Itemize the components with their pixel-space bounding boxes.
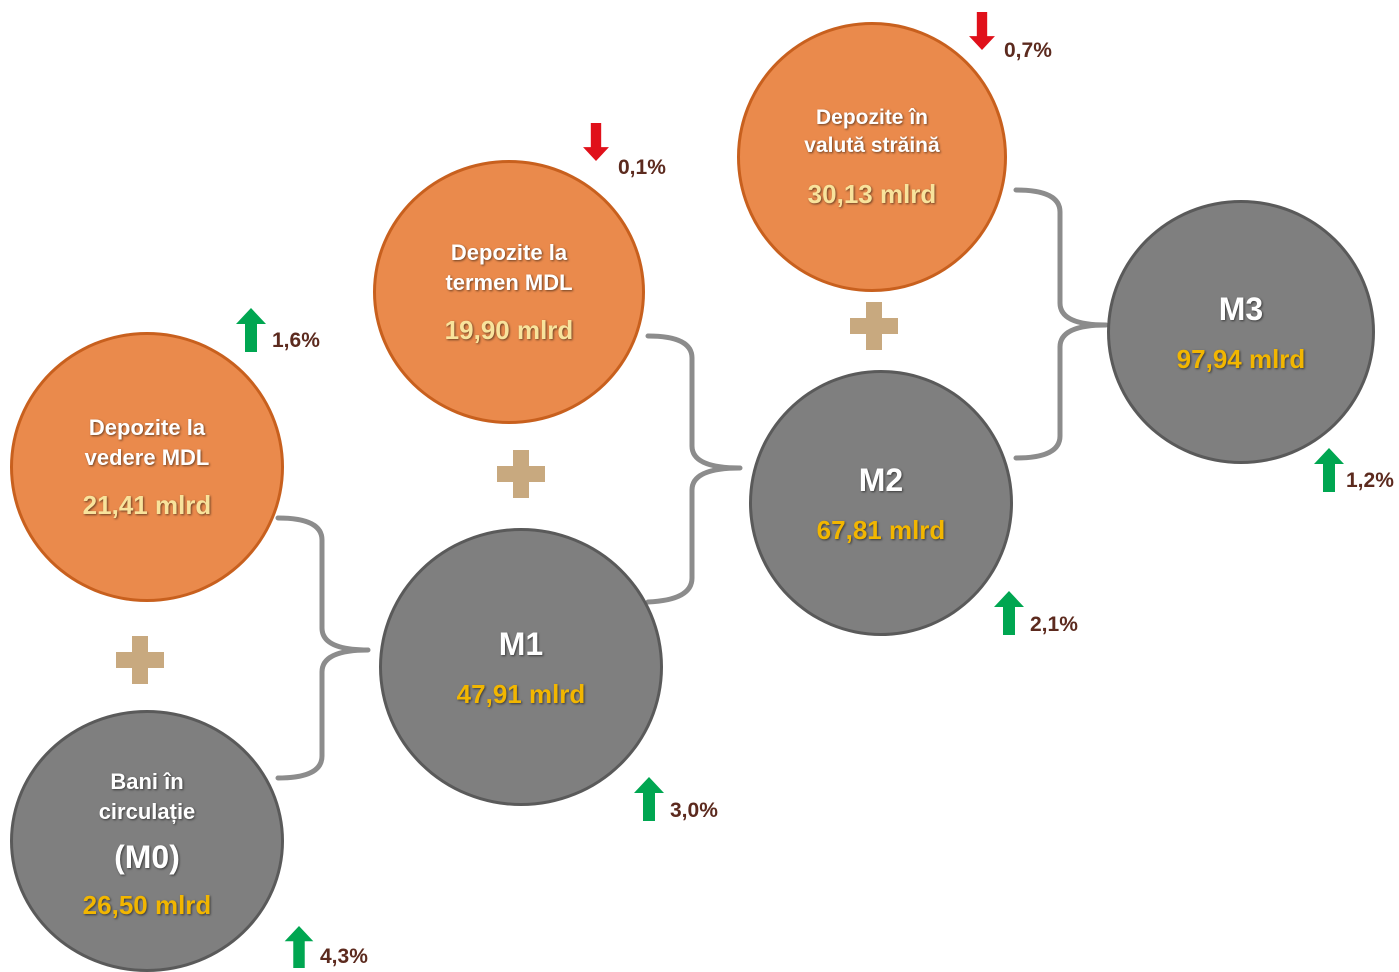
change-indicator-m1: 3,0% [634, 776, 718, 822]
change-indicator-m2: 2,1% [994, 590, 1078, 636]
node-m2-value: 67,81 mlrd [816, 515, 946, 545]
node-depozite-termen-value: 19,90 mlrd [444, 315, 574, 345]
change-percent-m3: 1,2% [1346, 469, 1394, 492]
arrow-up-icon [634, 777, 664, 821]
node-m0-line2: circulație [98, 799, 196, 824]
change-indicator-valuta: 0,7% [968, 12, 1052, 62]
node-m0-line1: Bani în [110, 769, 184, 794]
change-percent-vedere: 1,6% [272, 329, 320, 352]
node-depozite-vedere-value: 21,41 mlrd [82, 490, 212, 520]
change-percent-m2: 2,1% [1030, 613, 1078, 636]
change-percent-valuta: 0,7% [1004, 39, 1052, 62]
change-percent-m1: 3,0% [670, 799, 718, 822]
node-depozite-termen-line1: Depozite la [450, 240, 568, 265]
node-depozite-valuta-value: 30,13 mlrd [807, 179, 937, 209]
plus-icon-m2 [850, 302, 898, 350]
node-m0-value: 26,50 mlrd [82, 890, 212, 920]
arrow-up-icon [994, 591, 1024, 635]
node-m2-title: M2 [858, 462, 904, 498]
node-m0-line3: (M0) [114, 839, 180, 875]
node-m3-value: 97,94 mlrd [1176, 344, 1306, 374]
arrow-up-icon [1314, 448, 1344, 492]
bracket-m1-to-m2 [645, 333, 743, 605]
node-m0: Bani în circulație (M0) 26,50 mlrd [10, 710, 284, 972]
node-m3-title: M3 [1218, 291, 1264, 327]
plus-icon-m0 [116, 636, 164, 684]
change-indicator-m0: 4,3% [284, 926, 368, 968]
node-depozite-valuta-line1: Depozite în [815, 106, 928, 129]
change-indicator-termen: 0,1% [582, 123, 666, 179]
node-depozite-termen-line2: termen MDL [445, 270, 573, 295]
bracket-m0-to-m1 [275, 515, 371, 781]
node-depozite-termen: Depozite la termen MDL 19,90 mlrd [373, 160, 645, 424]
bracket-m2-to-m3 [1013, 187, 1109, 461]
node-depozite-vedere-line1: Depozite la [88, 415, 206, 440]
node-depozite-vedere: Depozite la vedere MDL 21,41 mlrd [10, 332, 284, 602]
node-depozite-valuta-line2: valută străină [804, 134, 940, 157]
arrow-up-icon [236, 308, 266, 352]
arrow-down-icon [969, 12, 995, 50]
node-m3: M3 97,94 mlrd [1107, 200, 1375, 464]
plus-icon-m1 [497, 450, 545, 498]
node-depozite-valuta: Depozite în valută străină 30,13 mlrd [737, 22, 1007, 292]
node-m1: M1 47,91 mlrd [379, 528, 663, 806]
change-indicator-m3: 1,2% [1314, 448, 1394, 492]
node-depozite-vedere-line2: vedere MDL [84, 445, 210, 470]
node-m2: M2 67,81 mlrd [749, 370, 1013, 636]
arrow-down-icon [583, 123, 609, 161]
change-percent-termen: 0,1% [618, 156, 666, 179]
node-m1-value: 47,91 mlrd [456, 679, 586, 709]
arrow-up-icon [284, 926, 314, 968]
node-m1-title: M1 [498, 626, 544, 662]
change-percent-m0: 4,3% [320, 945, 368, 968]
change-indicator-vedere: 1,6% [236, 308, 320, 352]
